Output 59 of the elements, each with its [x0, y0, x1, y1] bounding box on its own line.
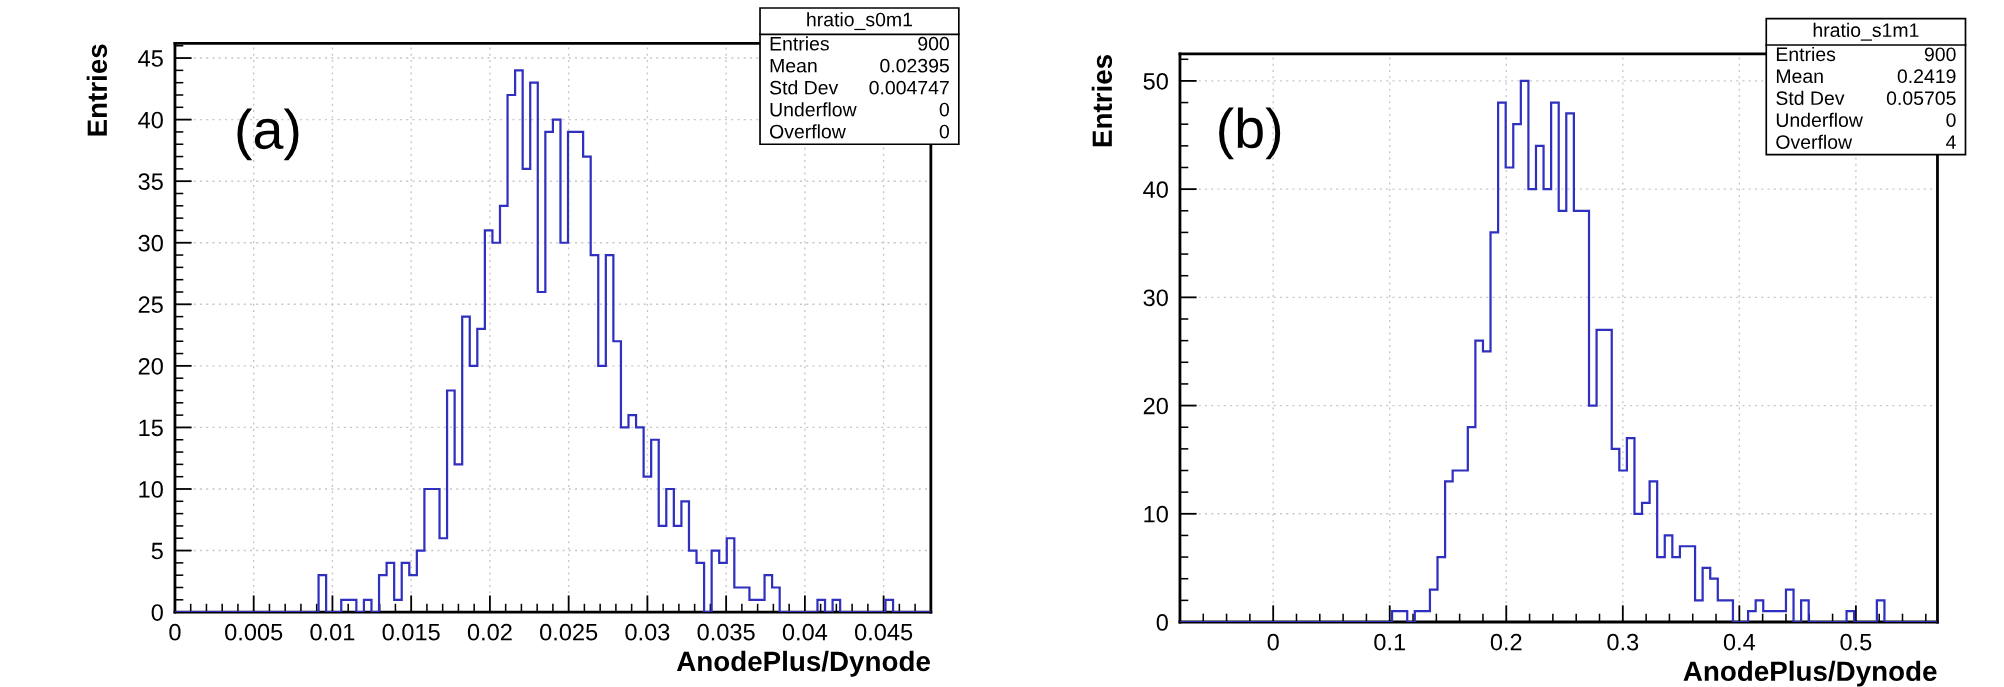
- annotation: Mean: [770, 58, 817, 73]
- annotation: Underflow: [1776, 112, 1863, 128]
- chart-title: hratio_s0m1: [807, 12, 912, 31]
- annotation: Underflow: [770, 102, 857, 117]
- x-axis-title: AnodePlus/Dynode: [1683, 660, 1937, 687]
- annotation: Overflow: [1776, 134, 1853, 149]
- x-tick-label: 0: [1267, 633, 1279, 651]
- annotation: 0.05705: [1886, 91, 1956, 106]
- chart-title: hratio_s1m1: [1813, 22, 1919, 41]
- y-axis-title: Entries: [86, 44, 108, 136]
- y-tick-label: 30: [138, 234, 163, 252]
- annotation: 900: [918, 36, 949, 51]
- y-tick-label: 25: [138, 296, 163, 314]
- x-tick-label: 0: [169, 623, 181, 641]
- annotation: Entries: [770, 36, 829, 51]
- y-tick-label: 0: [151, 604, 163, 621]
- annotation: Mean: [1776, 69, 1823, 84]
- text: 0: [1946, 113, 1956, 128]
- annotation: 0.004747: [869, 80, 949, 95]
- x-tick-label: 0.025: [540, 623, 598, 641]
- text: 0: [939, 124, 949, 139]
- y-tick-label: 10: [1144, 505, 1168, 523]
- x-tick-label: 0.3: [1607, 633, 1639, 651]
- annotation: 900: [1924, 47, 1956, 62]
- y-tick-label: 45: [138, 50, 163, 67]
- x-tick-label: 0.04: [782, 623, 828, 641]
- x-tick-label: 0.01: [310, 623, 355, 641]
- y-tick-label: 30: [1143, 289, 1168, 307]
- x-tick-label: 0.5: [1840, 633, 1872, 651]
- x-tick-label: 0.2: [1490, 633, 1522, 651]
- y-tick-label: 5: [151, 542, 163, 560]
- x-tick-label: 0.02: [467, 623, 512, 641]
- annotation: Overflow: [770, 124, 846, 139]
- x-tick-label: 0.015: [382, 623, 440, 641]
- annotation: Std Dev: [769, 80, 839, 95]
- x-axis-title: AnodePlus/Dynode: [676, 650, 930, 677]
- y-tick-label: 35: [138, 173, 163, 190]
- annotation: (a): [237, 108, 299, 161]
- annotation: 0.2419: [1897, 69, 1956, 84]
- y-tick-label: 15: [139, 419, 163, 437]
- x-tick-label: 0.045: [855, 623, 913, 641]
- y-tick-label: 20: [138, 357, 163, 375]
- annotation: Entries: [1776, 46, 1836, 62]
- text: 0: [939, 102, 949, 117]
- y-axis-title: Entries: [1091, 55, 1113, 147]
- y-tick-label: 20: [1143, 397, 1168, 415]
- x-tick-label: 0.03: [625, 623, 670, 641]
- text: 4: [1946, 135, 1956, 149]
- y-tick-label: 40: [138, 111, 163, 129]
- annotation: 0.02395: [880, 58, 949, 73]
- x-tick-label: 0.035: [697, 623, 755, 641]
- x-tick-label: 0.4: [1723, 633, 1756, 651]
- y-tick-label: 40: [1143, 181, 1168, 198]
- y-tick-label: 50: [1143, 72, 1168, 90]
- annotation: (b): [1219, 107, 1281, 160]
- y-tick-label: 10: [139, 481, 163, 498]
- x-tick-label: 0.005: [225, 623, 283, 641]
- x-tick-label: 0.1: [1374, 633, 1405, 651]
- annotation: Std Dev: [1776, 90, 1845, 106]
